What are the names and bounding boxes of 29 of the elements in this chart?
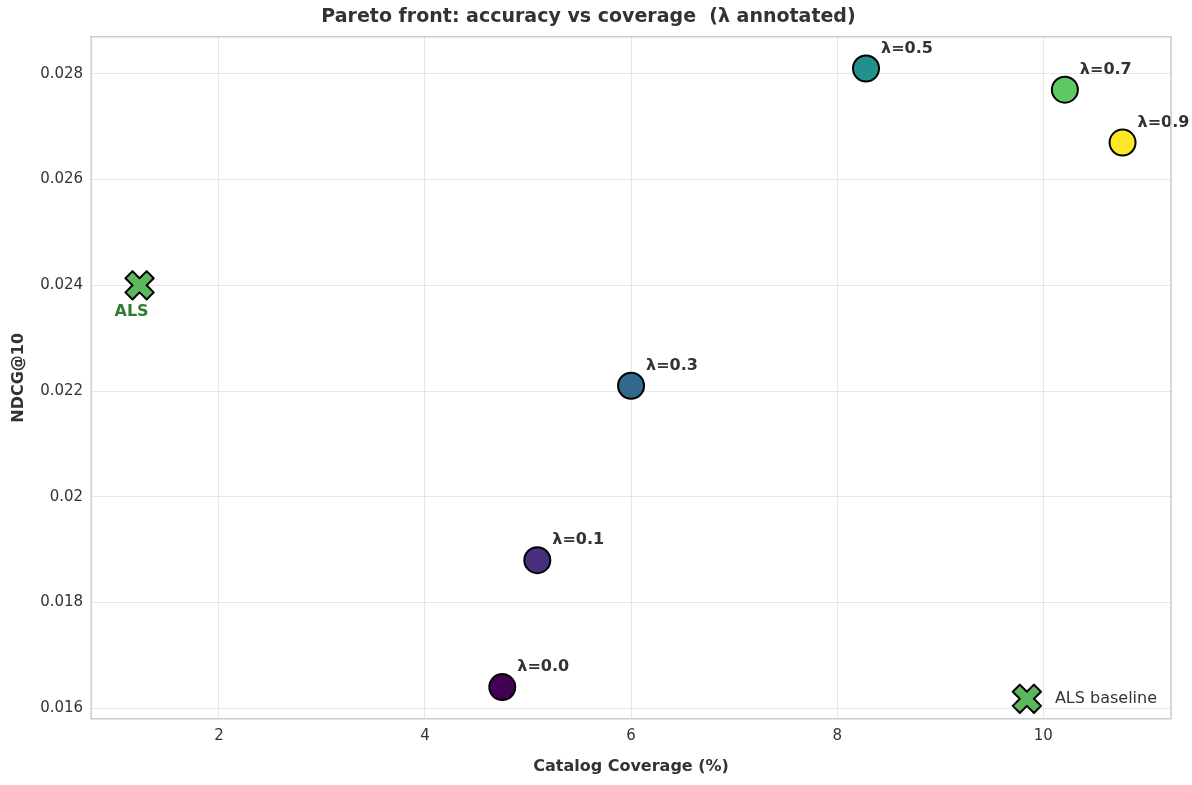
y-tick-label: 0.028 — [40, 63, 84, 82]
y-tick-label: 0.016 — [40, 698, 84, 717]
point — [523, 546, 552, 575]
y-tick-label: 0.024 — [40, 275, 84, 294]
y-tick-label: 0.022 — [40, 380, 84, 399]
x-tick-label: 2 — [214, 725, 224, 744]
point — [1108, 128, 1137, 157]
x-tick-label: 8 — [832, 725, 842, 744]
point — [852, 54, 880, 83]
x-tick-label: 10 — [1033, 725, 1053, 744]
annotation: λ=0.9 — [1137, 111, 1190, 131]
point — [617, 371, 646, 400]
annotation: λ=0.0 — [517, 656, 570, 676]
x-tick-label: 6 — [626, 725, 636, 744]
y-tick-label: 0.018 — [40, 592, 84, 611]
legend-label: ALS baseline — [1054, 687, 1158, 707]
x-tick-label: 4 — [420, 725, 430, 744]
point — [488, 673, 517, 702]
y-axis-title: NDCG@10 — [7, 332, 27, 423]
y-tick-label: 0.026 — [40, 169, 84, 188]
annotation: λ=0.1 — [552, 529, 605, 549]
annotation: λ=0.7 — [1079, 58, 1132, 78]
annotation: λ=0.5 — [881, 37, 933, 57]
chart-title: Pareto front: accuracy vs coverage (λ annotated) — [321, 4, 856, 27]
y-tick-label: 0.02 — [49, 486, 84, 505]
annotation: ALS — [114, 301, 149, 321]
point — [1050, 75, 1079, 104]
annotation: λ=0.3 — [646, 354, 698, 374]
x-axis-title: Catalog Coverage (%) — [533, 755, 729, 775]
